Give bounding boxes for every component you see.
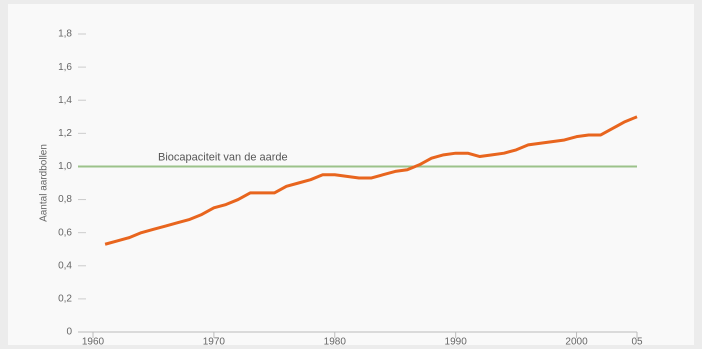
x-tick-label: 2000	[565, 337, 588, 348]
y-axis-label: Aantal aardbollen	[39, 144, 50, 222]
y-tick-label: 0,2	[58, 294, 72, 305]
x-tick-label: 1980	[324, 337, 347, 348]
y-tick-label: 1,2	[58, 128, 72, 139]
reference-label: Biocapaciteit van de aarde	[158, 151, 288, 163]
x-tick-label: 1960	[82, 337, 105, 348]
x-tick-label: 1990	[445, 337, 468, 348]
y-tick-label: 0,8	[58, 194, 72, 205]
x-tick-label: 1970	[203, 337, 226, 348]
y-tick-label: 0,4	[58, 260, 72, 271]
y-tick-label: 1,8	[58, 29, 72, 40]
y-tick-label: 1,6	[58, 62, 72, 73]
y-tick-label: 0	[66, 327, 72, 338]
plot-panel	[8, 4, 694, 345]
y-tick-label: 1,0	[58, 161, 72, 172]
y-tick-label: 1,4	[58, 95, 72, 106]
x-tick-label: 05	[631, 337, 643, 348]
y-tick-label: 0,6	[58, 227, 72, 238]
series-line	[104, 115, 638, 246]
